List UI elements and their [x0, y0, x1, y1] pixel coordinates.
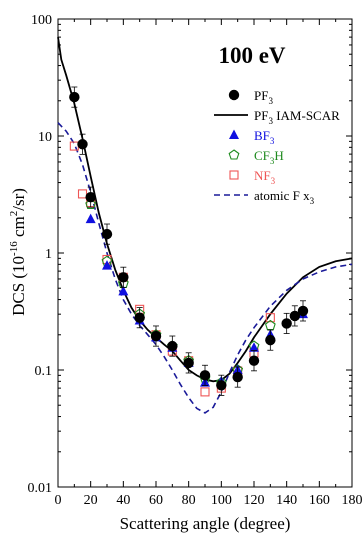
- point-pf3: [118, 272, 129, 283]
- legend-label: NF3: [254, 168, 276, 186]
- point-pf3: [167, 340, 178, 352]
- curve-atomic-f-x3: [57, 122, 353, 414]
- legend-marker: [228, 89, 240, 101]
- data-points: [69, 86, 309, 397]
- x-tick-label: 100: [211, 493, 232, 508]
- point-pf3: [232, 371, 243, 383]
- point-bf3: [118, 285, 129, 296]
- legend-marker: [229, 170, 239, 180]
- x-tick-label: 20: [84, 493, 98, 508]
- x-tick-label: 120: [244, 493, 265, 508]
- point-pf3: [289, 310, 301, 322]
- legend-label: BF3: [254, 128, 275, 146]
- point-bf3: [249, 342, 259, 352]
- x-tick-label: 180: [342, 493, 363, 508]
- point-pf3: [297, 305, 309, 317]
- point-cf3h: [85, 198, 97, 210]
- x-axis-label: Scattering angle (degree): [120, 514, 291, 533]
- point-pf3: [265, 334, 276, 346]
- y-axis-label: DCS (10-16 cm2/sr): [8, 188, 28, 316]
- point-pf3: [77, 139, 88, 150]
- point-pf3: [150, 330, 162, 342]
- legend-label: PF3: [254, 88, 273, 106]
- plot-frame: [57, 18, 353, 488]
- point-nf3: [265, 313, 275, 323]
- point-pf3: [101, 228, 113, 240]
- y-tick-label: 0.1: [35, 364, 53, 379]
- model-curves: [57, 36, 353, 414]
- x-tick-label: 80: [182, 493, 196, 508]
- x-tick-label: 160: [309, 493, 330, 508]
- legend-label: CF3H: [254, 148, 284, 166]
- legend-marker: [229, 129, 239, 139]
- y-tick-label: 0.01: [28, 481, 53, 496]
- point-pf3: [216, 380, 227, 391]
- point-bf3: [85, 213, 96, 224]
- point-pf3: [183, 357, 194, 369]
- y-tick-label: 1: [45, 247, 52, 262]
- x-tick-label: 140: [276, 493, 297, 508]
- y-tick-label: 10: [38, 130, 52, 145]
- x-tick-label: 0: [55, 493, 62, 508]
- legend-label: atomic F x3: [254, 188, 315, 206]
- point-pf3: [134, 312, 145, 323]
- point-pf3: [281, 318, 292, 329]
- x-tick-label: 60: [149, 493, 163, 508]
- legend-label: PF3 IAM-SCAR: [254, 108, 340, 126]
- point-nf3: [200, 387, 210, 397]
- point-bf3: [102, 260, 112, 270]
- point-pf3: [199, 370, 211, 381]
- curve-pf3-iam-scar: [57, 36, 353, 383]
- energy-annotation: 100 eV: [218, 43, 285, 68]
- point-pf3: [69, 91, 80, 103]
- y-tick-label: 100: [31, 13, 52, 28]
- point-pf3: [248, 355, 260, 366]
- axis-ticks: 0 20 40 60 80 100 120 140 160 180 0.01 0.1 1 10 100: [28, 13, 363, 508]
- x-tick-label: 40: [116, 493, 130, 508]
- point-pf3: [85, 191, 96, 203]
- point-nf3: [77, 189, 88, 199]
- legend: PF3 PF3 IAM-SCAR BF3 CF3H NF3 atomic F x3: [214, 88, 340, 206]
- legend-marker: [228, 149, 240, 160]
